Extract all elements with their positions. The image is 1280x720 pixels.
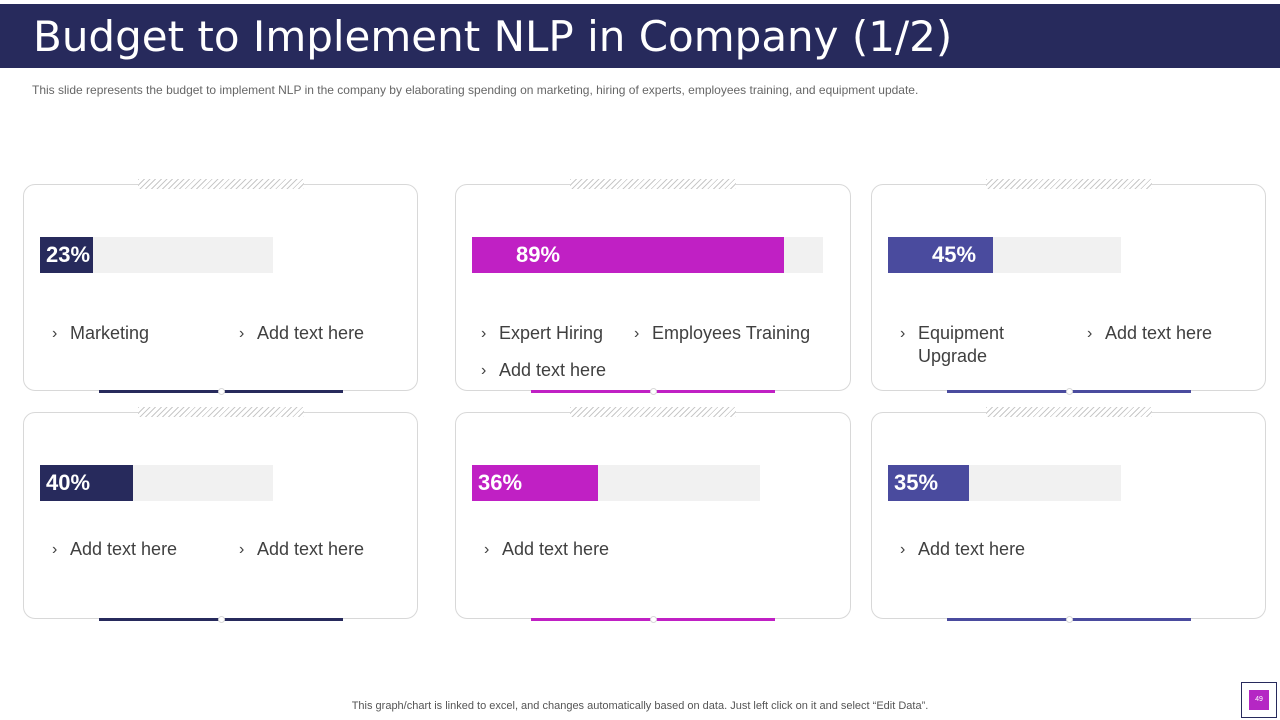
list-item-label: Add text here xyxy=(499,360,607,380)
list-item-label: Add text here xyxy=(1105,323,1213,343)
budget-card-5: 36% › Add text here xyxy=(455,407,851,623)
page-number-box: 49 xyxy=(1241,682,1277,718)
progress-fill: 89% xyxy=(472,237,784,273)
list-item: › Add text here xyxy=(484,538,610,561)
card-accent-dot xyxy=(650,388,657,395)
list-item: › Add text here xyxy=(900,538,1026,561)
list-item: › Equipment Upgrade xyxy=(900,322,1048,368)
card-hatch-decoration xyxy=(985,407,1152,417)
card-accent-dot xyxy=(650,616,657,623)
list-item-label: Add text here xyxy=(257,539,365,559)
list-item: › Add text here xyxy=(239,322,365,345)
card-hatch-decoration xyxy=(570,179,736,189)
list-item: › Add text here xyxy=(481,359,607,382)
chevron-right-icon: › xyxy=(484,541,490,558)
chevron-right-icon: › xyxy=(481,325,487,342)
list-item-label: Add text here xyxy=(918,539,1026,559)
budget-card-marketing: 23% › Marketing › Add text here xyxy=(23,179,418,395)
progress-track: 35% xyxy=(888,465,1121,501)
progress-fill: 45% xyxy=(888,237,993,273)
list-item-label: Add text here xyxy=(70,539,178,559)
progress-fill: 35% xyxy=(888,465,969,501)
card-accent-dot xyxy=(218,616,225,623)
progress-track: 89% xyxy=(472,237,823,273)
page-number: 49 xyxy=(1249,690,1269,710)
page-title: Budget to Implement NLP in Company (1/2) xyxy=(33,12,953,61)
progress-track: 45% xyxy=(888,237,1121,273)
chevron-right-icon: › xyxy=(634,325,640,342)
card-hatch-decoration xyxy=(985,179,1152,189)
progress-track: 40% xyxy=(40,465,273,501)
progress-fill: 40% xyxy=(40,465,133,501)
chevron-right-icon: › xyxy=(900,541,906,558)
chevron-right-icon: › xyxy=(900,325,906,342)
list-item: › Add text here xyxy=(1087,322,1213,345)
list-item-label: Employees Training xyxy=(652,323,811,343)
list-item-label: Marketing xyxy=(70,323,150,343)
chevron-right-icon: › xyxy=(239,325,245,342)
list-item: › Marketing xyxy=(52,322,150,345)
list-item-label: Equipment Upgrade xyxy=(918,323,1005,366)
progress-fill: 36% xyxy=(472,465,598,501)
list-item-label: Expert Hiring xyxy=(499,323,604,343)
card-accent-dot xyxy=(1066,388,1073,395)
card-accent-dot xyxy=(218,388,225,395)
budget-card-4: 40% › Add text here › Add text here xyxy=(23,407,418,623)
list-item: › Add text here xyxy=(52,538,178,561)
chevron-right-icon: › xyxy=(239,541,245,558)
card-hatch-decoration xyxy=(137,407,304,417)
chevron-right-icon: › xyxy=(481,362,487,379)
card-hatch-decoration xyxy=(570,407,736,417)
footer-note: This graph/chart is linked to excel, and… xyxy=(351,700,929,712)
progress-track: 23% xyxy=(40,237,273,273)
list-item: › Expert Hiring xyxy=(481,322,604,345)
list-item: › Add text here xyxy=(239,538,365,561)
list-item-label: Add text here xyxy=(502,539,610,559)
chevron-right-icon: › xyxy=(1087,325,1093,342)
card-hatch-decoration xyxy=(137,179,304,189)
title-bar: Budget to Implement NLP in Company (1/2) xyxy=(0,4,1280,68)
list-item-label: Add text here xyxy=(257,323,365,343)
list-item: › Employees Training xyxy=(634,322,811,345)
progress-fill: 23% xyxy=(40,237,93,273)
chevron-right-icon: › xyxy=(52,325,58,342)
card-accent-dot xyxy=(1066,616,1073,623)
progress-track: 36% xyxy=(472,465,760,501)
chevron-right-icon: › xyxy=(52,541,58,558)
budget-card-6: 35% › Add text here xyxy=(871,407,1266,623)
budget-card-expert-hiring: 89% › Expert Hiring › Employees Training… xyxy=(455,179,851,395)
page-subtitle: This slide represents the budget to impl… xyxy=(32,83,919,97)
budget-card-equipment-upgrade: 45% › Equipment Upgrade › Add text here xyxy=(871,179,1266,395)
